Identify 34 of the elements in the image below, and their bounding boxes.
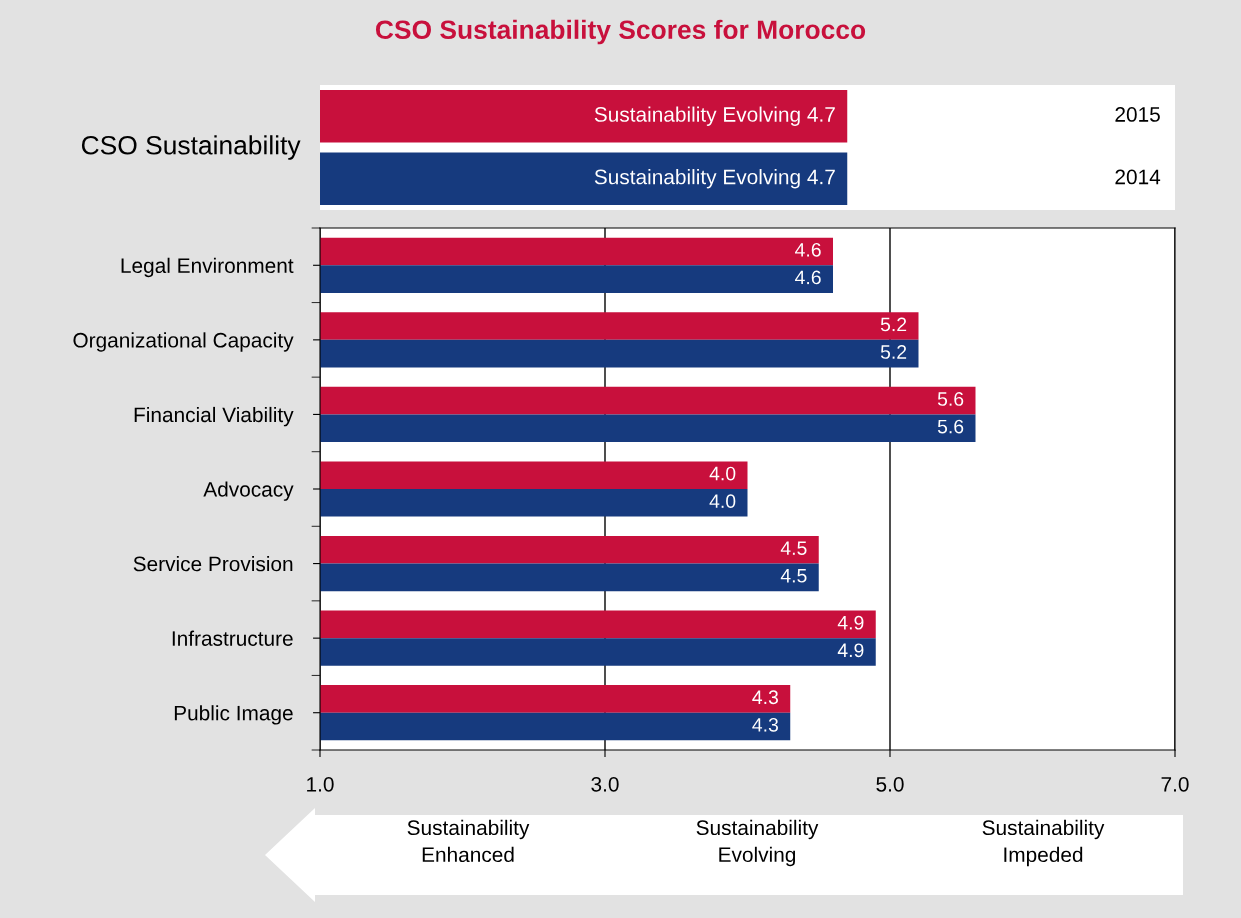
y-tick-label: Legal Environment	[121, 257, 294, 278]
data-label: 4.6	[795, 270, 821, 285]
text: Sustainability Evolving	[696, 819, 819, 867]
text: 2014	[1115, 169, 1161, 185]
x-tick-label: 3.0	[591, 776, 619, 792]
data-label: 5.2	[880, 345, 907, 359]
y-tick-label: Service Provision	[133, 556, 293, 572]
x-tick-label: 5.0	[876, 776, 904, 792]
data-label: 4.3	[752, 717, 778, 732]
data-label: 4.3	[752, 690, 778, 705]
data-label: 5.2	[880, 317, 907, 332]
data-label: Sustainability Evolving 4.7	[594, 106, 835, 126]
chart-title: CSO Sustainability Scores for Morocco	[375, 19, 866, 45]
y-tick-label: Advocacy	[203, 481, 294, 501]
x-tick-label: 7.0	[1161, 776, 1189, 792]
data-label: 4.5	[780, 569, 807, 583]
data-label: 4.9	[837, 643, 864, 658]
data-label: 5.6	[937, 419, 964, 434]
y-tick-label: Financial Viability	[134, 406, 294, 427]
data-label: 4.0	[709, 494, 736, 509]
y-tick-label: CSO Sustainability	[81, 135, 301, 160]
data-label: 4.6	[795, 242, 821, 257]
text: Sustainability Impeded	[982, 819, 1105, 867]
x-tick-label: 1.0	[307, 776, 334, 792]
y-tick-label: Organizational Capacity	[73, 332, 294, 352]
y-tick-label: Public Image	[174, 705, 293, 725]
data-label: 5.6	[937, 392, 964, 406]
text: Sustainability Enhanced	[407, 819, 530, 863]
data-label: 4.5	[780, 541, 807, 555]
data-label: Sustainability Evolving 4.7	[594, 169, 835, 189]
text: 2015	[1115, 107, 1160, 122]
data-label: 4.0	[709, 466, 736, 481]
y-tick-label: Infrastructure	[172, 630, 293, 646]
data-label: 4.9	[837, 615, 864, 630]
